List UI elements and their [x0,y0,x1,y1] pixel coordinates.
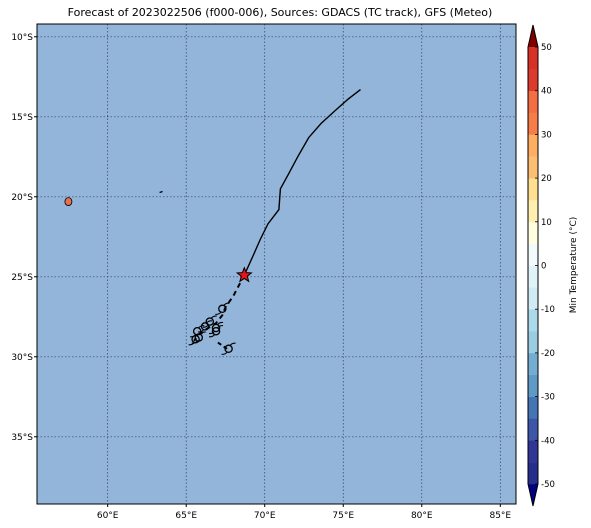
colorbar-tick-label: -10 [541,305,555,315]
map-area[interactable] [36,23,517,505]
colorbar-swatch [528,134,538,157]
y-tick-label: 20°S [11,193,33,203]
map-frame [36,23,517,505]
x-tick-label: 60°E [97,511,119,521]
colorbar-tick-label: -40 [541,436,555,446]
colorbar-swatch [528,47,538,70]
colorbar-swatch [528,352,538,376]
colorbar-tick-label: 0 [541,262,546,272]
colorbar-swatch [528,418,538,441]
y-tick-label: 30°S [11,353,33,363]
colorbar-swatch [528,396,538,419]
island-rodrigues [159,190,163,194]
cyclone-symbol [208,321,224,335]
colorbar-swatch [528,90,538,113]
colorbar-swatch [528,265,538,288]
cyclone-symbol [208,325,224,338]
y-tick-label: 35°S [11,433,33,443]
colorbar-label: Min Temperature (°C) [569,217,579,314]
x-tick-label: 70°E [254,511,276,521]
colorbar-swatch [528,462,538,485]
x-tick-label: 65°E [175,511,197,521]
colorbar-tick-label: -20 [541,349,555,359]
cyclone-symbol [188,333,203,346]
colorbar-swatch [528,156,538,179]
cyclone-symbol [221,342,236,355]
colorbar-swatch [528,243,538,266]
colorbar-swatch [528,199,538,223]
colorbar-tick-label: 20 [541,174,552,184]
colorbar-swatch [528,440,538,463]
cyclone-symbol [215,302,230,315]
current-position-star [235,266,253,283]
colorbar-swatch [528,221,538,244]
chart-title: Forecast of 2023022506 (f000-006), Sourc… [67,6,493,19]
colorbar-max-extend [528,25,538,47]
colorbar-tick-label: -50 [541,480,555,490]
y-tick-label: 15°S [11,113,33,123]
colorbar-tick-label: 40 [541,87,552,97]
colorbar-min-extend [528,484,538,506]
colorbar-swatch [528,331,538,354]
x-tick-label: 85°E [489,511,511,521]
x-tick-label: 80°E [411,511,433,521]
y-tick-label: 10°S [11,33,33,43]
colorbar-tick-label: 10 [541,218,552,228]
colorbar-swatch [528,309,538,332]
colorbar-swatch [528,287,538,310]
colorbar-tick-label: 30 [541,130,552,140]
ocean-background [37,24,516,504]
colorbar-swatch [528,178,538,201]
island-reunion [64,197,73,207]
colorbar: -50 -40 -30 -20 -10 0 10 20 30 40 50 [527,24,555,507]
past-track-line [243,89,361,276]
colorbar-tick-label: 50 [541,43,552,53]
y-tick-label: 25°S [11,273,33,283]
colorbar-swatch [528,374,538,397]
colorbar-tick-label: -30 [541,393,555,403]
colorbar-swatch [528,68,538,91]
x-tick-label: 75°E [332,511,354,521]
colorbar-swatch [528,112,538,135]
